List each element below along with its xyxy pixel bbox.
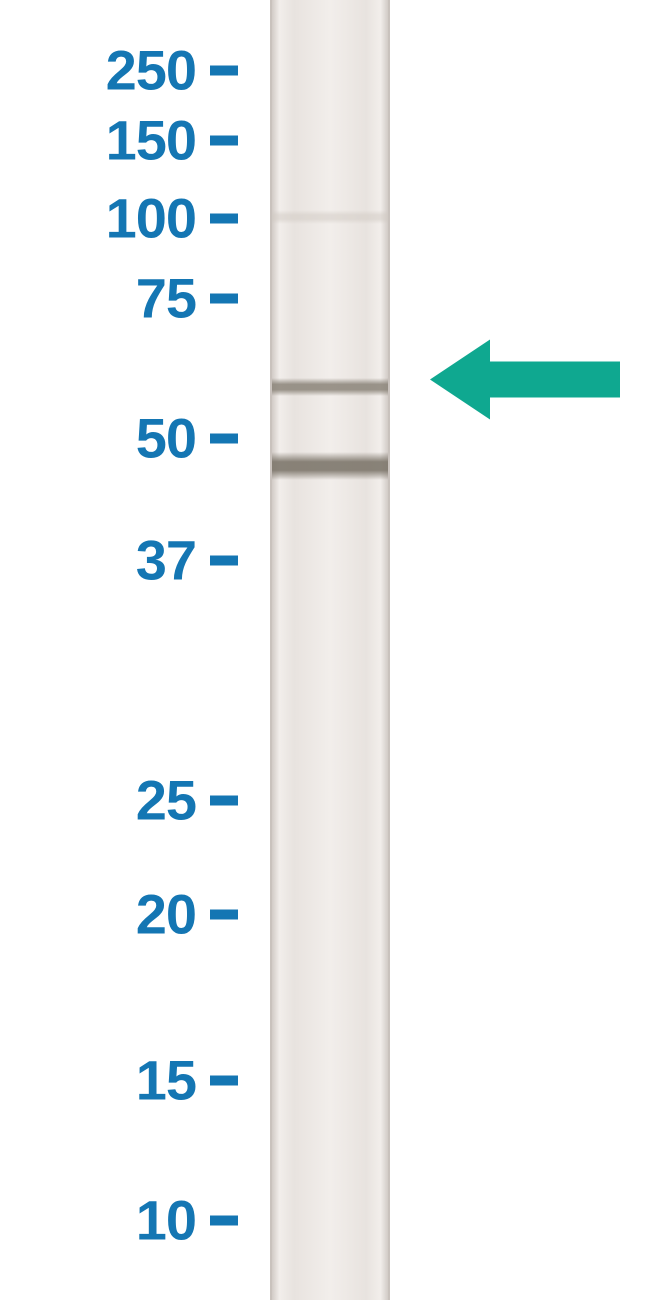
- band-0: [272, 378, 388, 396]
- mw-marker-tick: [210, 909, 238, 919]
- mw-marker-15: 15: [0, 1048, 238, 1113]
- mw-marker-50: 50: [0, 406, 238, 471]
- mw-marker-25: 25: [0, 768, 238, 833]
- mw-marker-100: 100: [0, 186, 238, 251]
- mw-marker-label: 37: [48, 528, 196, 593]
- mw-marker-label: 10: [48, 1188, 196, 1253]
- band-1: [272, 452, 388, 480]
- lane-border-left: [270, 0, 272, 1300]
- mw-marker-tick: [210, 213, 238, 223]
- gel-lane: [270, 0, 390, 1300]
- mw-marker-tick: [210, 433, 238, 443]
- mw-marker-tick: [210, 1075, 238, 1085]
- blot-canvas: 250150 100 75 50 37 25 20 15 10: [0, 0, 650, 1300]
- mw-marker-75: 75: [0, 266, 238, 331]
- mw-marker-37: 37: [0, 528, 238, 593]
- band-2: [272, 210, 388, 224]
- mw-marker-label: 100: [48, 186, 196, 251]
- mw-marker-label: 20: [48, 882, 196, 947]
- mw-marker-tick: [210, 795, 238, 805]
- mw-marker-label: 250: [48, 38, 196, 103]
- target-band-arrow: [430, 340, 620, 425]
- mw-marker-10: 10: [0, 1188, 238, 1253]
- mw-marker-tick: [210, 1215, 238, 1225]
- mw-marker-label: 15: [48, 1048, 196, 1113]
- mw-marker-label: 50: [48, 406, 196, 471]
- mw-marker-250: 250: [0, 38, 238, 103]
- mw-marker-label: 25: [48, 768, 196, 833]
- mw-marker-tick: [210, 293, 238, 303]
- mw-marker-label: 75: [48, 266, 196, 331]
- mw-marker-20: 20: [0, 882, 238, 947]
- lane-border-right: [388, 0, 390, 1300]
- mw-marker-150: 150: [0, 108, 238, 173]
- mw-marker-tick: [210, 65, 238, 75]
- mw-marker-tick: [210, 555, 238, 565]
- mw-marker-tick: [210, 135, 238, 145]
- mw-marker-label: 150: [48, 108, 196, 173]
- arrow-left-icon: [430, 340, 620, 420]
